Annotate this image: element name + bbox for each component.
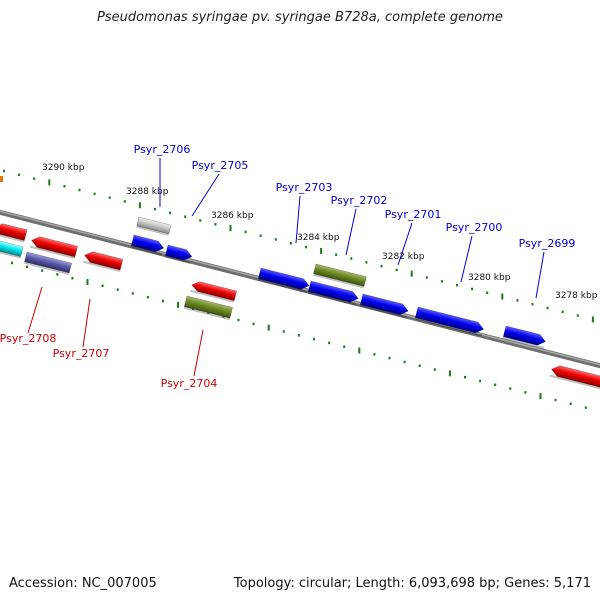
gene-shape	[359, 293, 409, 316]
label-psyr-2703: Psyr_2703	[276, 181, 333, 244]
gene-shape	[502, 325, 546, 346]
gene-shadow	[549, 374, 600, 391]
gene-label: Psyr_2708	[0, 332, 56, 345]
gene-label: Psyr_2705	[192, 159, 249, 172]
gene-psyr-2703-a	[257, 267, 310, 294]
gene-label: Psyr_2704	[161, 377, 218, 390]
kbp-label: 3278 kbp	[555, 291, 598, 301]
gene-label: Psyr_2701	[385, 208, 442, 221]
kbp-label: 3282 kbp	[382, 252, 425, 262]
label-psyr-2705: Psyr_2705	[191, 159, 249, 217]
gene-shape	[130, 234, 165, 253]
gene-shape	[551, 365, 600, 389]
gene-label: Psyr_2703	[276, 181, 333, 194]
orange-marker	[0, 176, 3, 182]
gene-psyr-2708-a	[29, 236, 78, 259]
leader-line	[535, 251, 545, 299]
map-title: Pseudomonas syringae pv. syringae B728a,…	[97, 10, 503, 25]
label-psyr-2707: Psyr_2707	[53, 298, 110, 360]
gene-shape	[307, 280, 359, 303]
gene-psyr-2707	[82, 251, 124, 272]
label-psyr-2701: Psyr_2701	[385, 208, 442, 266]
leader-line	[193, 329, 204, 377]
gene-left-red-1	[0, 223, 28, 243]
gene-psyr-2704-red	[190, 281, 238, 303]
gene-psyr-2704	[183, 295, 233, 321]
gene-shape	[183, 295, 233, 319]
leader-line	[460, 235, 473, 283]
gene-shadow	[414, 317, 483, 337]
gene-shape	[257, 267, 310, 290]
gene-label: Psyr_2700	[446, 221, 503, 234]
gene-shadow	[82, 260, 121, 272]
gene-shadow	[307, 291, 357, 306]
label-psyr-2708: Psyr_2708	[0, 286, 56, 345]
topology-text: Topology: circular; Length: 6,093,698 bp…	[233, 576, 591, 591]
gene-shadow	[136, 225, 169, 236]
outer-tick-row	[3, 169, 594, 323]
gene-shape	[136, 216, 172, 235]
gene-shape	[31, 236, 78, 258]
gene-shadow	[24, 261, 70, 275]
gene-shape	[24, 251, 72, 274]
gene-psyr-2703-b	[307, 280, 359, 306]
gene-psyr-2702	[313, 263, 367, 289]
label-psyr-2706: Psyr_2706	[134, 143, 191, 207]
gene-shape	[0, 239, 24, 257]
leader-line	[27, 286, 43, 334]
gene-psyr-2706-grey	[136, 216, 172, 236]
gene-shadow	[257, 278, 308, 294]
gene-psyr-2706	[130, 234, 165, 256]
gene-shadow	[29, 245, 75, 259]
accession-text: Accession: NC_007005	[9, 576, 157, 591]
gene-psyr-2705	[164, 244, 193, 264]
gene-shape	[414, 306, 485, 334]
gene-shadow	[502, 336, 545, 349]
gene-shadow	[0, 249, 21, 259]
inner-tick-row	[11, 261, 587, 409]
gene-psyr-2699	[502, 325, 546, 349]
gene-psyr-2700	[414, 306, 485, 337]
leader-line	[345, 208, 357, 256]
label-psyr-2700: Psyr_2700	[446, 221, 503, 283]
leader-line	[295, 195, 301, 244]
gene-label: Psyr_2707	[53, 347, 110, 360]
gene-shadow	[164, 255, 191, 264]
label-psyr-2699: Psyr_2699	[519, 237, 576, 299]
gene-shape	[84, 251, 124, 271]
kbp-label: 3290 kbp	[42, 163, 85, 173]
gene-shape	[0, 223, 28, 241]
gene-label: Psyr_2702	[331, 194, 388, 207]
kbp-label: 3280 kbp	[468, 273, 511, 283]
gene-shadow	[190, 289, 235, 303]
gene-shadow	[130, 245, 163, 256]
gene-shape	[313, 263, 367, 287]
gene-shadow	[359, 304, 407, 319]
gene-psyr-2708	[24, 251, 72, 275]
kbp-label: 3286 kbp	[211, 211, 254, 221]
leader-line	[397, 222, 413, 266]
gene-label: Psyr_2706	[134, 143, 191, 156]
gene-shadow	[313, 273, 364, 289]
gene-right-red	[549, 365, 600, 391]
leader-line	[82, 298, 91, 348]
gene-label: Psyr_2699	[519, 237, 576, 250]
gene-shape	[191, 281, 238, 302]
label-psyr-2704: Psyr_2704	[161, 329, 218, 390]
gene-shape	[164, 244, 193, 261]
gene-shadow	[0, 232, 25, 243]
leader-line	[191, 173, 220, 217]
gene-shadow	[183, 306, 230, 321]
label-psyr-2702: Psyr_2702	[331, 194, 388, 256]
gene-psyr-2701	[359, 293, 409, 319]
kbp-label: 3288 kbp	[126, 187, 169, 197]
gene-left-cyan	[0, 239, 24, 259]
kbp-label: 3284 kbp	[297, 233, 340, 243]
